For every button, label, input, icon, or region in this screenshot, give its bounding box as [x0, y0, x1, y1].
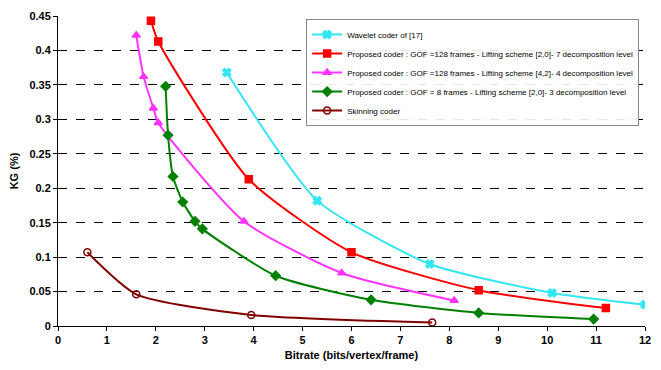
svg-text:0: 0 [45, 320, 51, 332]
svg-text:7: 7 [397, 334, 403, 346]
svg-text:Proposed coder : GOF =128 fram: Proposed coder : GOF =128 frames - Lifti… [347, 69, 633, 78]
svg-text:6: 6 [348, 334, 354, 346]
svg-text:0.4: 0.4 [36, 44, 52, 56]
svg-text:1: 1 [104, 334, 110, 346]
svg-text:11: 11 [590, 334, 602, 346]
svg-text:0.35: 0.35 [29, 79, 50, 91]
svg-text:5: 5 [300, 334, 306, 346]
svg-text:0: 0 [55, 334, 61, 346]
svg-text:8: 8 [446, 334, 452, 346]
svg-text:10: 10 [541, 334, 553, 346]
svg-text:12: 12 [639, 334, 651, 346]
svg-text:Wavelet coder of [17]: Wavelet coder of [17] [347, 31, 422, 40]
svg-text:Skinning coder: Skinning coder [347, 107, 400, 116]
svg-text:0.05: 0.05 [29, 285, 50, 297]
svg-text:3: 3 [202, 334, 208, 346]
svg-text:Proposed coder : GOF =128 fram: Proposed coder : GOF =128 frames - Lifti… [347, 50, 633, 59]
svg-text:0.1: 0.1 [36, 251, 51, 263]
svg-text:0.2: 0.2 [36, 182, 51, 194]
svg-text:2: 2 [153, 334, 159, 346]
svg-text:0.3: 0.3 [36, 113, 51, 125]
svg-text:4: 4 [251, 334, 258, 346]
svg-text:0.15: 0.15 [29, 217, 50, 229]
svg-text:0.45: 0.45 [29, 10, 50, 22]
svg-text:0.25: 0.25 [29, 148, 50, 160]
svg-text:KG (%): KG (%) [8, 152, 20, 189]
svg-text:Bitrate (bits/vertex/frame): Bitrate (bits/vertex/frame) [285, 349, 419, 361]
svg-text:9: 9 [495, 334, 501, 346]
svg-text:Proposed coder : GOF = 8 frame: Proposed coder : GOF = 8 frames - Liftin… [347, 88, 626, 97]
